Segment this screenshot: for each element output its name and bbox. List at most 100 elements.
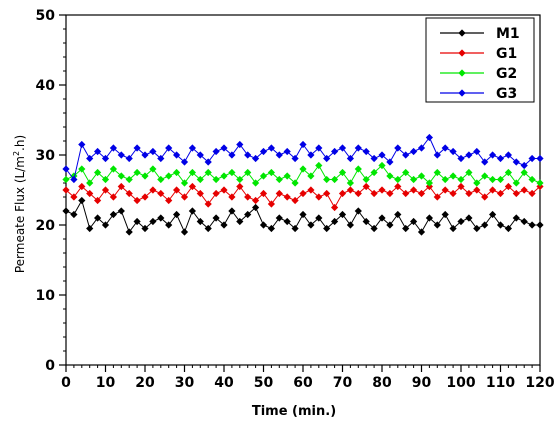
data-point-g2 [307,172,315,180]
data-point-g1 [449,189,457,198]
data-point-g3 [78,140,86,149]
data-point-g1 [125,189,133,198]
data-point-g2 [441,175,449,184]
legend-box [425,17,535,103]
data-point-g2 [125,175,133,184]
data-point-g2 [165,172,173,180]
data-point-g3 [536,154,544,163]
data-point-g3 [86,154,94,163]
data-point-g1 [504,182,512,191]
data-point-g2 [315,161,323,170]
data-point-g1 [520,186,528,194]
data-point-g3 [180,158,189,166]
data-point-g3 [165,144,173,152]
data-point-g1 [196,189,204,198]
x-tick-label: 120 [525,375,554,391]
data-point-m1 [117,207,125,215]
data-point-m1 [228,207,236,215]
data-point-m1 [489,210,497,219]
data-point-g3 [338,144,347,152]
data-point-g2 [228,168,236,177]
data-point-g2 [133,168,141,177]
data-point-m1 [346,221,354,229]
data-point-g3 [370,154,378,163]
data-point-g1 [291,196,299,205]
data-point-g2 [173,168,181,177]
y-axis-title: Permeate Flux (L/m2.h) [12,135,27,273]
data-point-g2 [149,165,157,173]
data-point-g1 [117,182,125,191]
data-point-g1 [220,186,228,194]
data-point-g2 [94,168,102,177]
data-point-g1 [70,193,78,201]
data-point-m1 [165,221,173,229]
data-point-m1 [323,224,331,233]
data-point-g3 [109,144,117,152]
data-point-g2 [433,168,441,177]
data-point-g1 [378,186,386,194]
data-point-g3 [188,144,196,152]
data-point-g1 [441,186,449,194]
legend-label-g1: G1 [496,46,517,62]
legend-label-g2: G2 [496,66,517,82]
data-point-m1 [291,224,299,233]
data-point-m1 [252,203,260,212]
data-point-g3 [496,154,505,163]
data-point-m1 [307,221,315,229]
data-point-g2 [520,168,528,177]
data-point-g2 [291,179,299,187]
data-point-g3 [465,151,473,159]
data-point-g3 [417,144,426,152]
data-point-g2 [386,172,394,180]
data-point-m1 [417,228,426,236]
data-point-m1 [315,214,323,222]
data-point-m1 [133,217,141,226]
x-tick-label: 110 [486,375,515,391]
data-point-m1 [425,214,433,222]
data-point-g1 [212,189,220,198]
data-point-g1 [512,189,520,198]
data-point-g3 [125,154,133,163]
data-point-g1 [496,189,505,198]
data-point-g2 [323,175,331,184]
data-point-g1 [338,189,347,198]
y-tick-label: 20 [36,218,56,234]
data-point-m1 [86,224,94,233]
data-point-m1 [70,210,78,219]
data-point-g1 [394,182,402,191]
data-point-g2 [283,172,291,180]
data-point-g1 [86,189,94,198]
data-point-m1 [481,221,489,229]
legend-marker-m1 [458,29,466,37]
data-point-g2 [465,168,473,177]
data-point-m1 [512,214,520,222]
data-point-g2 [473,179,481,187]
data-point-m1 [94,214,102,222]
data-point-g3 [528,154,536,163]
data-point-g1 [78,182,86,191]
data-point-g1 [402,189,410,198]
x-tick-label: 40 [214,375,234,391]
data-point-g2 [489,175,497,184]
data-point-g1 [346,186,354,194]
data-point-g2 [275,175,283,184]
data-point-g3 [173,151,181,159]
data-point-g1 [528,189,536,198]
data-point-m1 [157,214,165,222]
data-point-g2 [299,165,307,173]
data-point-g3 [275,151,283,159]
data-point-g3 [489,151,497,159]
data-point-m1 [109,210,117,219]
data-point-g2 [394,175,402,184]
y-tick-label: 0 [45,358,55,374]
data-point-g2 [220,172,228,180]
data-point-m1 [386,221,394,229]
data-point-g2 [86,179,94,187]
data-point-g3 [449,147,457,156]
data-point-g3 [331,147,339,156]
data-point-m1 [101,221,110,229]
data-point-g1 [315,193,323,201]
data-point-m1 [125,228,133,236]
data-point-m1 [196,217,204,226]
data-point-m1 [433,221,441,229]
